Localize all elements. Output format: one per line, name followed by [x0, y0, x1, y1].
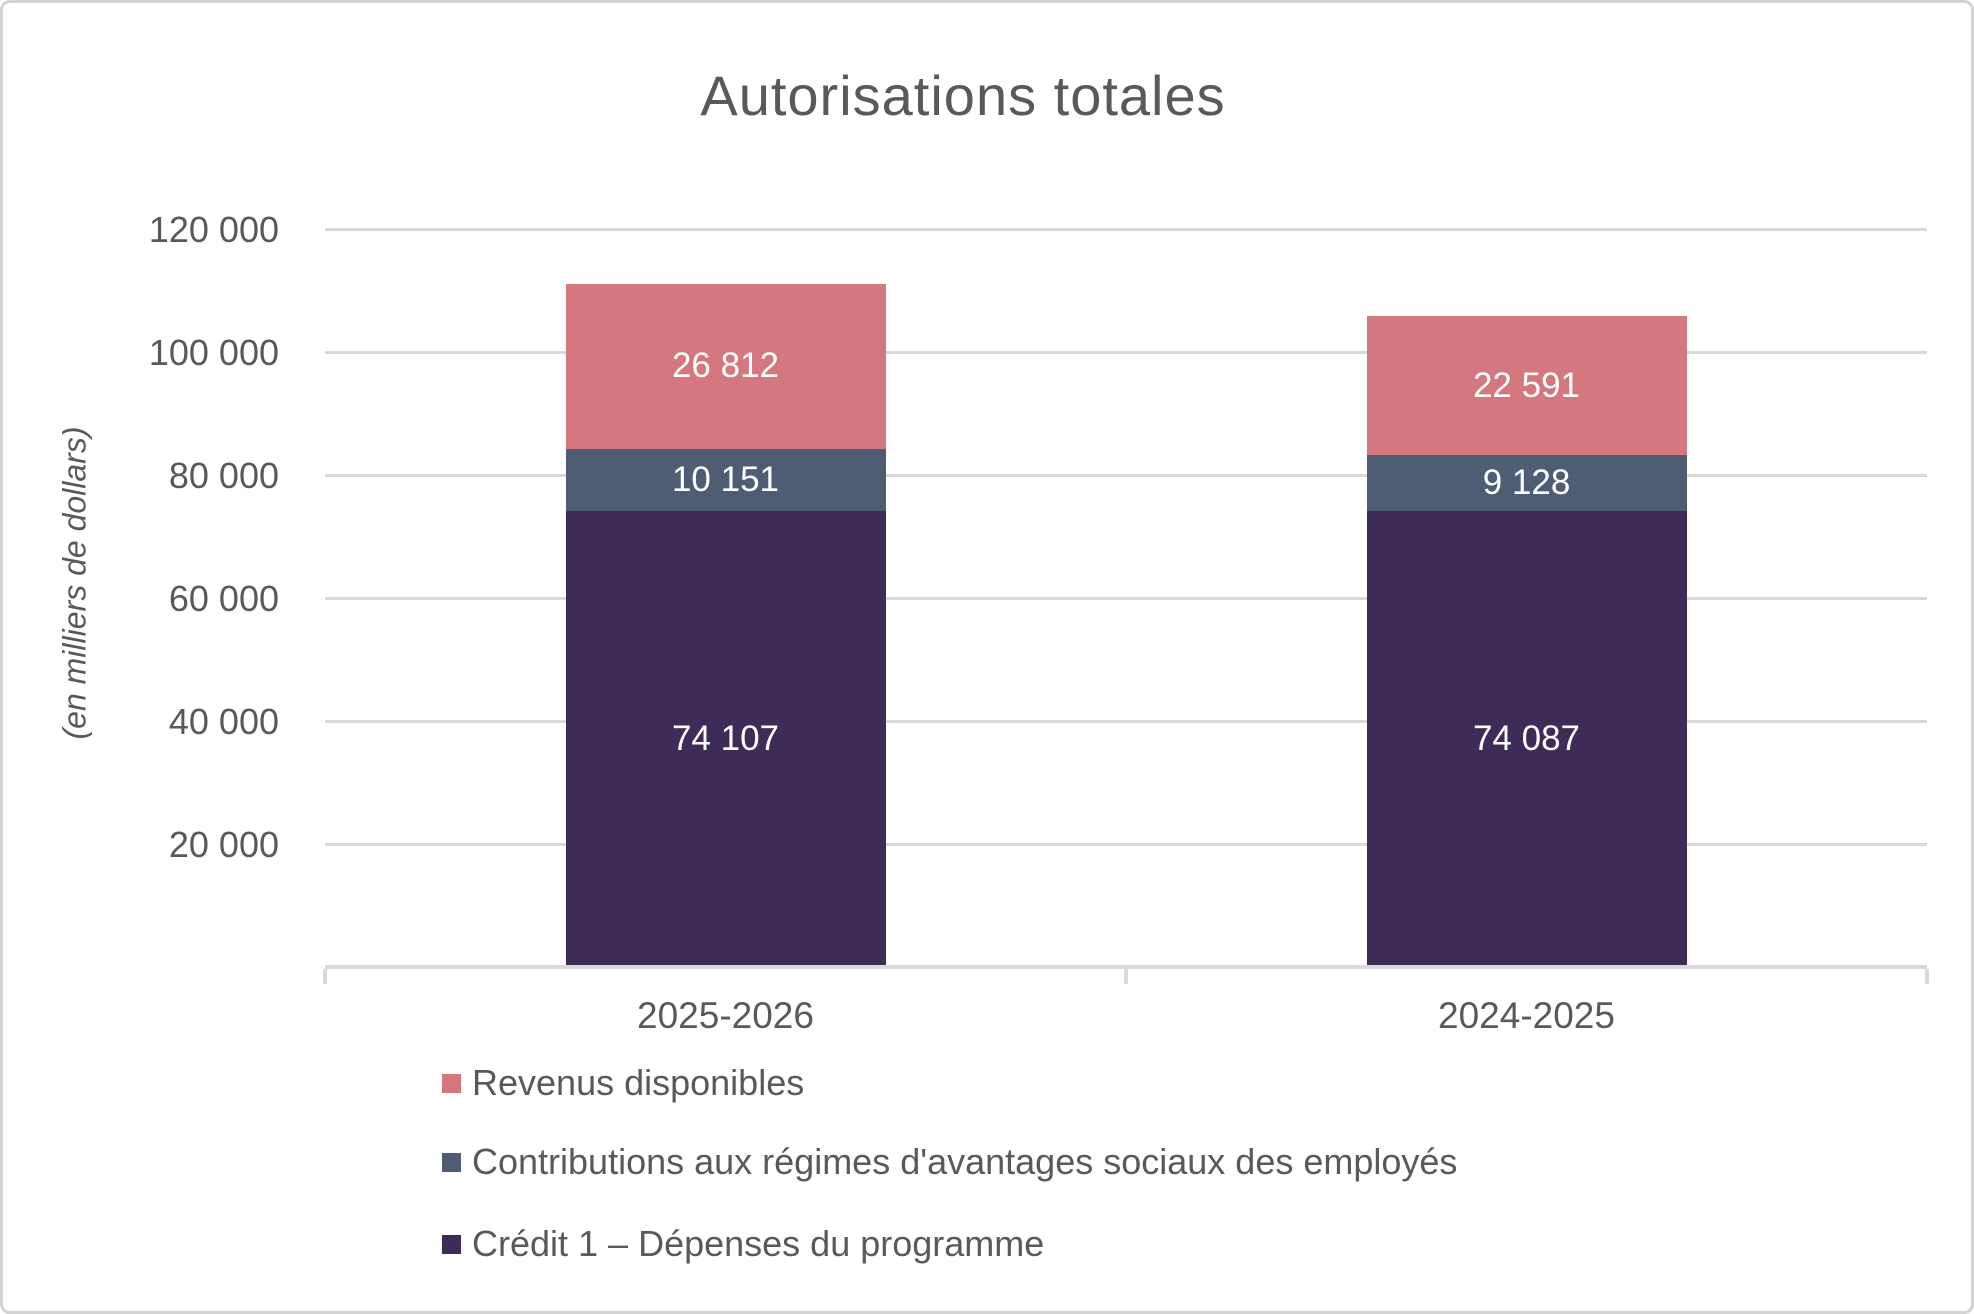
y-tick-label: 80 000 — [168, 455, 279, 496]
gridline — [325, 474, 1927, 477]
gridline — [325, 228, 1927, 231]
gridline — [325, 351, 1927, 354]
legend-item: Contributions aux régimes d'avantages so… — [442, 1141, 1457, 1183]
bar-segment: 74 107 — [565, 511, 886, 967]
bar-segment-label: 74 087 — [1472, 719, 1581, 759]
legend-item: Revenus disponibles — [442, 1062, 804, 1104]
chart-title: Autorisations totales — [700, 64, 1226, 127]
gridline — [325, 843, 1927, 846]
y-tick-label: 20 000 — [168, 824, 279, 865]
legend-label: Revenus disponibles — [472, 1062, 805, 1103]
y-tick-label: 60 000 — [168, 578, 279, 619]
y-tick-label: 40 000 — [168, 701, 279, 742]
bar-segment: 74 087 — [1366, 511, 1687, 967]
x-axis-line — [325, 965, 1927, 969]
gridline — [325, 720, 1927, 723]
legend-swatch-icon — [442, 1073, 461, 1093]
x-category-label: 2025-2026 — [637, 995, 814, 1036]
legend-swatch-icon — [442, 1152, 461, 1172]
bar-segment-label: 10 151 — [671, 460, 780, 500]
bar-segment-label: 22 591 — [1472, 365, 1581, 405]
legend-label: Crédit 1 – Dépenses du programme — [472, 1223, 1045, 1264]
bar-segment-label: 26 812 — [671, 346, 780, 386]
y-tick-label: 100 000 — [148, 332, 279, 373]
bar-segment-label: 9 128 — [1482, 463, 1571, 503]
gridline — [325, 597, 1927, 600]
x-axis-tick — [1124, 969, 1128, 984]
bar-segment: 9 128 — [1366, 455, 1687, 512]
bar-segment-label: 74 107 — [671, 719, 780, 759]
bar-segment: 22 591 — [1366, 316, 1687, 456]
y-tick-label: 120 000 — [148, 209, 279, 250]
legend-label: Contributions aux régimes d'avantages so… — [472, 1141, 1458, 1182]
x-axis-tick — [323, 969, 327, 984]
legend-item: Crédit 1 – Dépenses du programme — [442, 1223, 1044, 1265]
bar-segment: 26 812 — [565, 283, 886, 449]
legend-swatch-icon — [442, 1234, 461, 1254]
x-axis-tick — [1925, 969, 1929, 984]
x-category-label: 2024-2025 — [1438, 995, 1615, 1036]
bar-segment: 10 151 — [565, 448, 886, 512]
